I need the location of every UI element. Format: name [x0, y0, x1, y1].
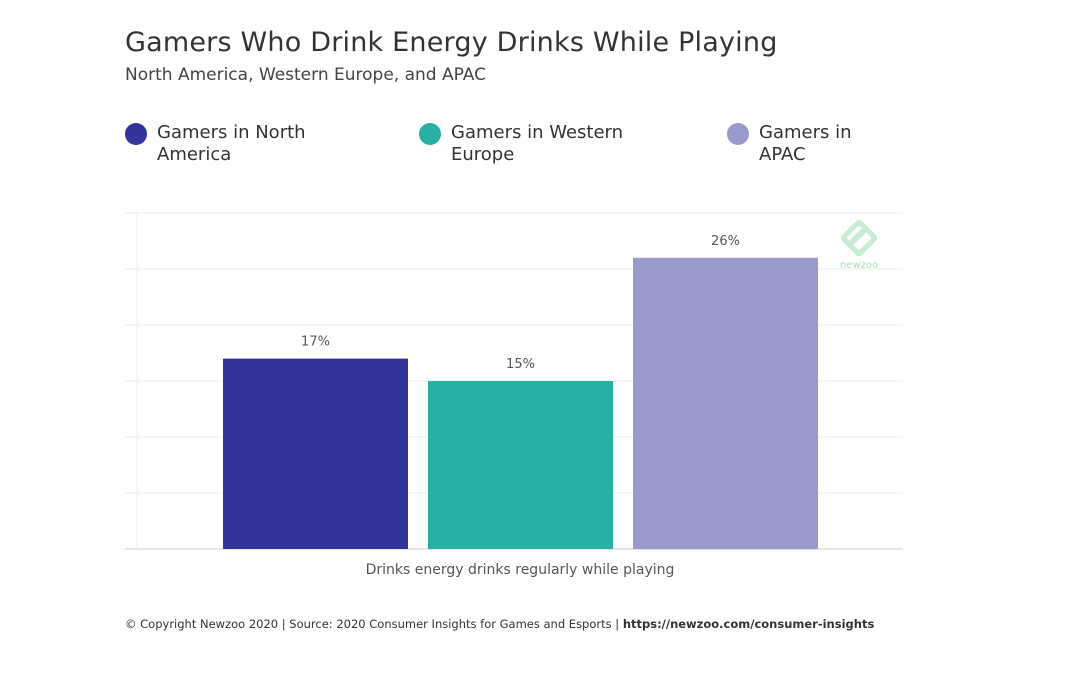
bar-gamers-in-western-europe [428, 381, 613, 549]
bar-gamers-in-apac [633, 257, 818, 549]
footer-link[interactable]: https://newzoo.com/consumer-insights [622, 617, 875, 631]
data-label-gamers-in-north-america: 17% [301, 335, 330, 350]
legend-swatch-western-europe [419, 123, 441, 145]
legend-item-apac: Gamers in APAC [727, 122, 852, 166]
data-label-gamers-in-apac: 26% [711, 234, 740, 249]
footer-source: © Copyright Newzoo 2020 | Source: 2020 C… [125, 617, 874, 631]
bar-gamers-in-north-america [223, 358, 408, 549]
footer-copyright-text: © Copyright Newzoo 2020 | Source: 2020 C… [125, 617, 623, 631]
legend-swatch-north-america [125, 123, 147, 145]
svg-text:newzoo: newzoo [840, 260, 878, 271]
legend-item-north-america: Gamers in North America [125, 122, 306, 166]
legend-label-north-america: Gamers in North America [157, 122, 306, 165]
newzoo-logo: newzoo [834, 218, 884, 272]
data-label-gamers-in-western-europe: 15% [506, 357, 535, 372]
legend-item-western-europe: Gamers in Western Europe [419, 122, 623, 166]
legend-swatch-apac [727, 123, 749, 145]
x-axis-label: Drinks energy drinks regularly while pla… [366, 562, 675, 578]
chart-subtitle: North America, Western Europe, and APAC [125, 65, 486, 85]
legend-label-western-europe: Gamers in Western Europe [451, 122, 624, 165]
legend-label-apac: Gamers in APAC [759, 122, 852, 165]
chart-title: Gamers Who Drink Energy Drinks While Pla… [125, 27, 778, 58]
